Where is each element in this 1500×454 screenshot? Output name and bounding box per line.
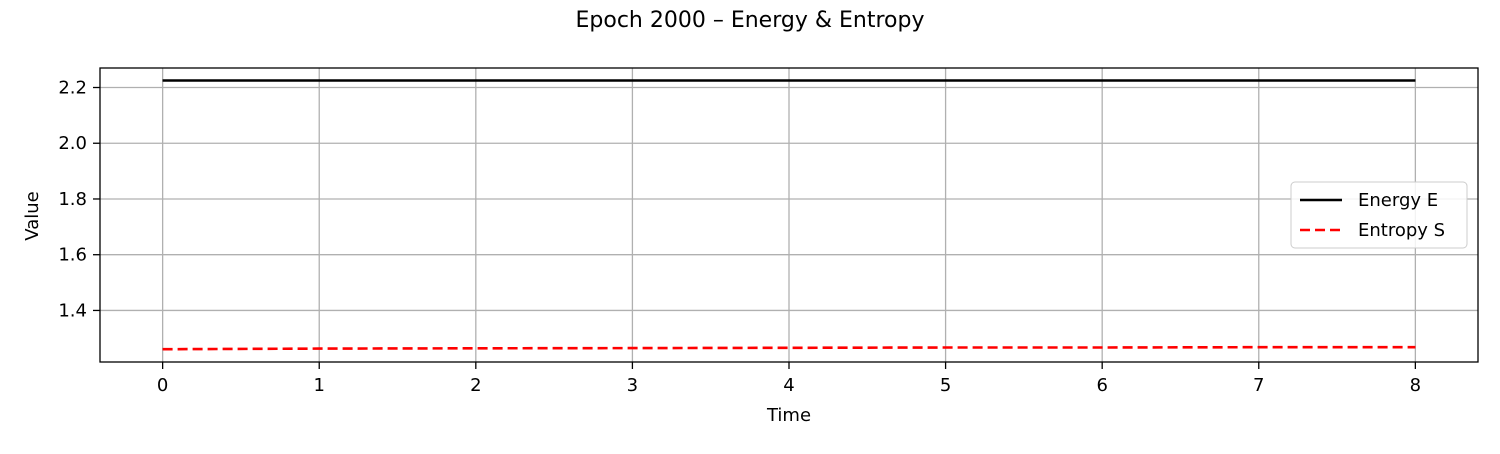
x-axis-label: Time [766,405,811,426]
x-tick-label: 1 [314,375,325,396]
legend-label-entropy: Entropy S [1358,220,1445,241]
y-axis-label: Value [22,191,43,240]
x-axis-ticks: 0 1 2 3 4 5 6 7 8 [157,362,1421,396]
y-tick-label: 1.8 [58,189,87,210]
grid-lines [100,68,1478,362]
x-tick-label: 5 [940,375,951,396]
chart-title: Epoch 2000 – Energy & Entropy [576,8,925,33]
series-lines [162,79,1416,351]
x-tick-label: 4 [783,375,794,396]
y-tick-label: 1.6 [58,245,87,266]
legend-label-energy: Energy E [1358,190,1438,211]
x-tick-label: 2 [470,375,481,396]
x-tick-label: 3 [627,375,638,396]
y-axis-ticks: 1.4 1.6 1.8 2.0 2.2 [58,78,100,321]
legend: Energy E Entropy S [1290,181,1468,249]
y-tick-label: 1.4 [58,300,87,321]
series-line-entropy-s [162,345,1416,351]
y-tick-label: 2.2 [58,78,87,99]
x-tick-label: 8 [1410,375,1421,396]
legend-box [1290,181,1468,249]
x-tick-label: 6 [1096,375,1107,396]
y-tick-label: 2.0 [58,133,87,154]
x-tick-label: 7 [1253,375,1264,396]
x-tick-label: 0 [157,375,168,396]
